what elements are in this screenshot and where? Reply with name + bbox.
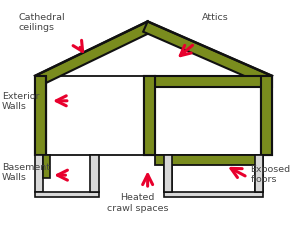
- Text: Exterior
Walls: Exterior Walls: [2, 92, 40, 111]
- Bar: [164, 155, 172, 192]
- Bar: [143, 76, 155, 155]
- Bar: [255, 155, 263, 192]
- Bar: [164, 155, 172, 192]
- Bar: [255, 155, 263, 192]
- Bar: [261, 76, 272, 155]
- Text: Basement
Walls: Basement Walls: [2, 163, 50, 182]
- Bar: [90, 155, 99, 192]
- Bar: [35, 76, 46, 155]
- Bar: [155, 76, 272, 87]
- Bar: [155, 76, 261, 155]
- Text: Cathedral
ceilings: Cathedral ceilings: [18, 13, 65, 32]
- Bar: [261, 76, 272, 155]
- Bar: [164, 192, 263, 197]
- Text: Exposed
floors: Exposed floors: [250, 164, 291, 184]
- Polygon shape: [35, 21, 152, 86]
- Bar: [46, 76, 261, 155]
- Bar: [143, 76, 155, 155]
- Bar: [43, 155, 50, 178]
- Text: Attics: Attics: [202, 13, 229, 22]
- Bar: [46, 76, 143, 155]
- Bar: [35, 76, 46, 155]
- Bar: [155, 155, 261, 165]
- Text: Heated
crawl spaces: Heated crawl spaces: [106, 193, 168, 213]
- Bar: [35, 192, 99, 197]
- Bar: [35, 155, 43, 192]
- Polygon shape: [143, 21, 272, 86]
